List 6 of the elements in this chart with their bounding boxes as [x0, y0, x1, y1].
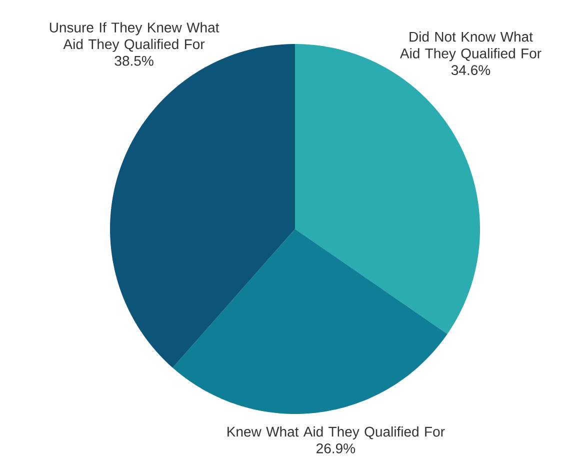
data-label: 38.5%: [114, 56, 154, 66]
slice-label: Knew What Aid They Qualified For: [228, 426, 445, 440]
slice-label: Did Not Know What Aid They Qualified For: [400, 31, 542, 62]
data-label: 26.9%: [316, 443, 356, 454]
slice-label: Unsure If They Knew What Aid They Qualified For: [50, 22, 220, 52]
data-label: 34.6%: [451, 65, 490, 76]
